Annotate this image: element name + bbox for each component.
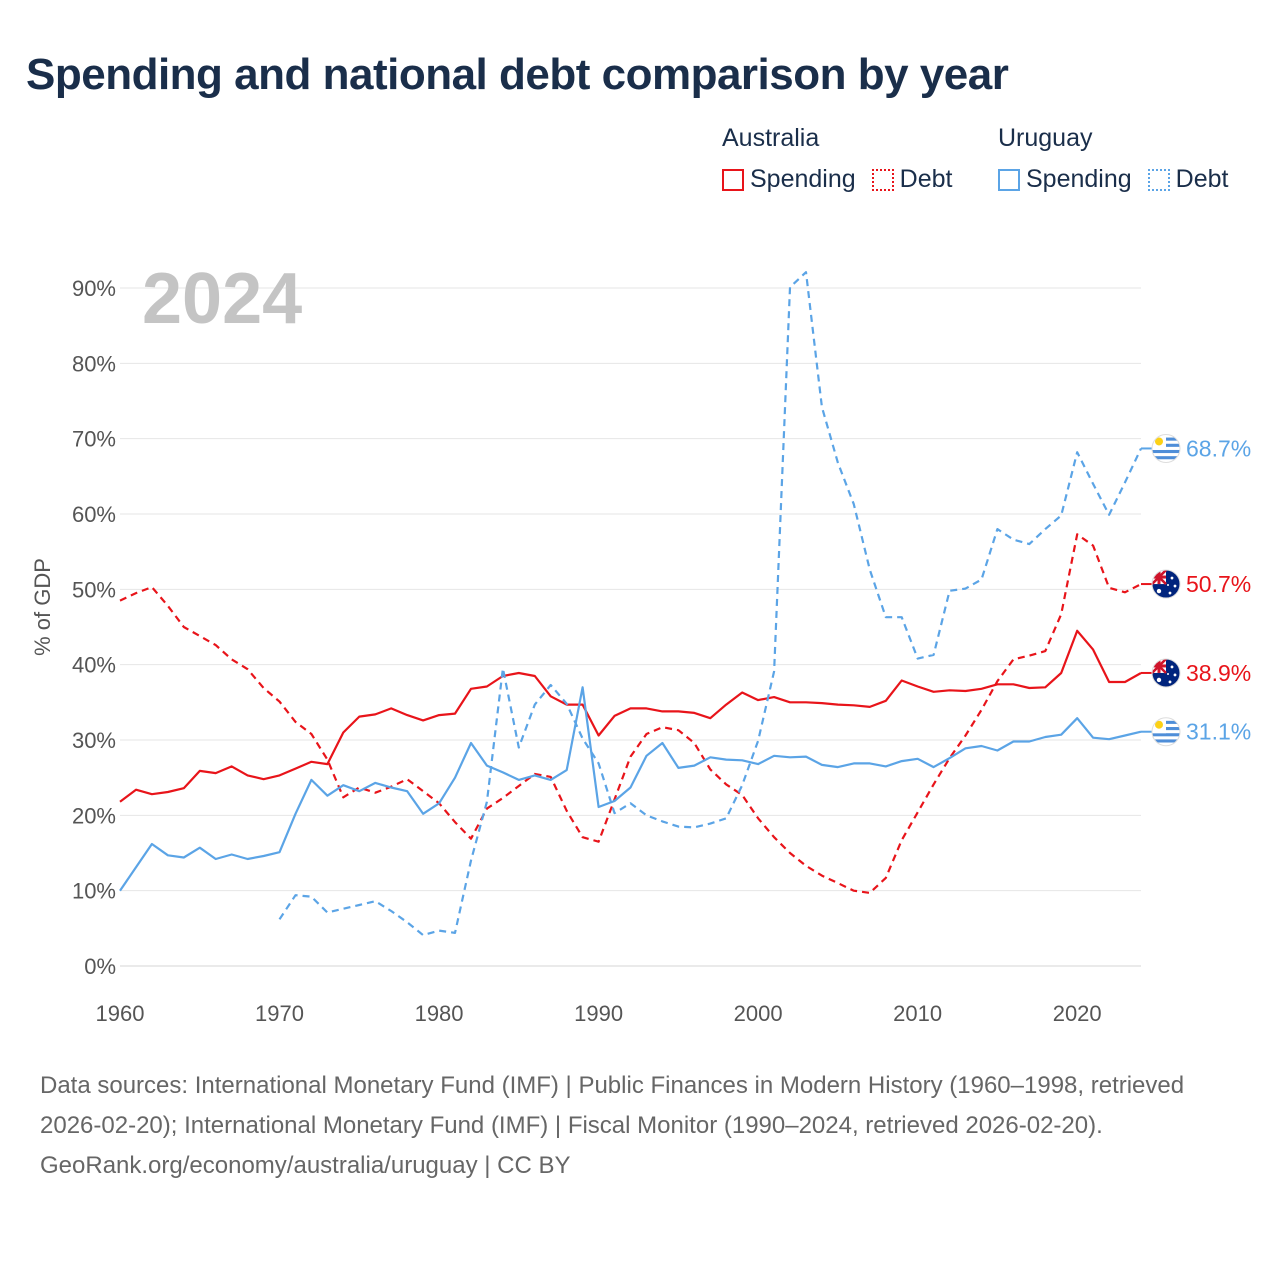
legend-item-uruguay-debt[interactable]: Debt	[1147, 165, 1229, 194]
end-value-label: 68.7%	[1186, 435, 1251, 461]
legend-group-uruguay: Uruguay Spending Debt	[998, 124, 1228, 194]
legend-label: Debt	[899, 165, 953, 193]
australia-flag-icon	[1151, 569, 1181, 599]
series-line-aus-debt[interactable]	[119, 533, 1142, 894]
legend-item-australia-spending[interactable]: Spending	[722, 165, 856, 194]
legend-group-title: Australia	[722, 124, 820, 152]
y-tick-label: 80%	[72, 351, 116, 376]
x-tick-label: 1960	[96, 1001, 145, 1026]
legend-swatch-solid	[998, 168, 1020, 191]
x-tick-label: 1990	[574, 1001, 623, 1026]
end-value-label: 31.1%	[1186, 719, 1251, 745]
legend-swatch-solid	[722, 168, 744, 191]
legend-group-title: Uruguay	[998, 124, 1093, 152]
legend-label: Spending	[750, 165, 856, 193]
x-tick-label: 2000	[734, 1001, 783, 1026]
y-tick-label: 40%	[72, 653, 116, 678]
year-watermark: 2024	[142, 259, 302, 339]
footer: Data sources: International Monetary Fun…	[40, 1066, 1250, 1186]
y-tick-label: 60%	[72, 502, 116, 527]
y-axis-title: % of GDP	[30, 558, 55, 656]
y-tick-label: 70%	[72, 427, 116, 452]
end-value-label: 38.9%	[1186, 660, 1251, 686]
legend-label: Debt	[1175, 165, 1229, 193]
x-tick-label: 1970	[255, 1001, 304, 1026]
legend-group-australia: Australia Spending Debt	[722, 124, 952, 194]
x-tick-label: 1980	[415, 1001, 464, 1026]
x-tick-label: 2010	[893, 1001, 942, 1026]
y-tick-label: 0%	[84, 954, 116, 979]
legend-label: Spending	[1026, 165, 1132, 193]
line-chart: 0% 10% 20% 30% 40% 50% 60% 70% 80% 90% 1960 1970 198…	[30, 259, 1251, 1026]
y-tick-label: 90%	[72, 276, 116, 301]
data-sources: Data sources: International Monetary Fun…	[40, 1072, 1185, 1139]
x-tick-label: 2020	[1053, 1001, 1102, 1026]
legend-swatch-dotted	[1147, 168, 1170, 191]
legend-item-uruguay-spending[interactable]: Spending	[998, 165, 1132, 194]
end-value-label: 50.7%	[1186, 571, 1251, 597]
uruguay-flag-icon	[1151, 717, 1181, 747]
uruguay-flag-icon	[1151, 433, 1181, 463]
y-tick-label: 50%	[72, 577, 116, 602]
australia-flag-icon	[1151, 658, 1181, 688]
legend-item-australia-debt[interactable]: Debt	[871, 165, 953, 194]
legend-swatch-dotted	[871, 168, 894, 191]
y-tick-label: 10%	[72, 879, 116, 904]
y-tick-label: 30%	[72, 728, 116, 753]
series-line-ury-debt[interactable]	[278, 271, 1142, 937]
y-tick-label: 20%	[72, 803, 116, 828]
chart-title: Spending and national debt comparison by…	[26, 50, 1009, 99]
series-line-ury-spending[interactable]	[119, 686, 1142, 892]
series-line-aus-spending[interactable]	[119, 629, 1142, 803]
credit-link[interactable]: GeoRank.org/economy/australia/uruguay | …	[40, 1152, 571, 1179]
